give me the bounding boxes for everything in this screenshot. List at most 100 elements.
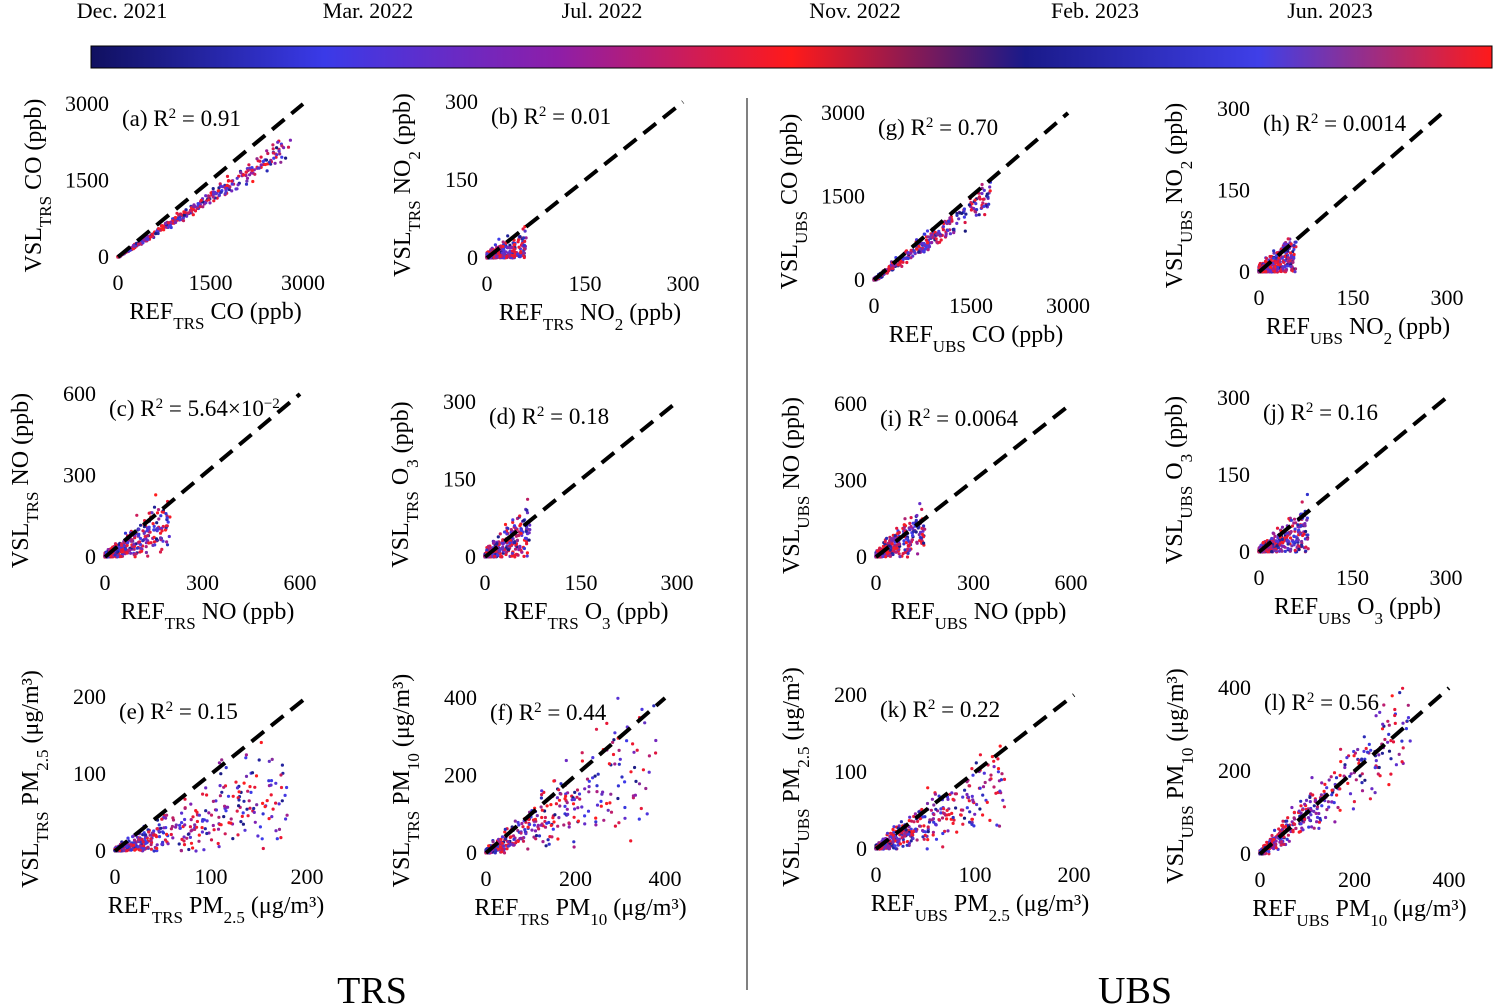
scatter-point [515,553,519,557]
scatter-point [926,838,930,842]
scatter-point [633,765,637,770]
x-tick-label: 0 [1254,565,1265,590]
scatter-point [524,832,528,836]
scatter-point [504,250,508,254]
x-tick-label: 150 [565,570,598,595]
scatter-point [960,211,964,215]
scatter-point [996,767,1001,771]
scatter-point [946,829,950,833]
scatter-point [141,840,145,844]
scatter-point [125,543,129,548]
scatter-point [497,237,501,241]
scatter-point [523,229,527,233]
x-tick-label: 600 [284,570,317,595]
scatter-point [974,210,978,214]
scatter-point [253,172,257,176]
scatter-point [609,810,614,814]
y-tick-label: 600 [834,391,867,416]
scatter-point [225,183,229,187]
scatter-point [152,540,156,544]
scatter-point [237,790,241,794]
scatter-point [201,205,205,209]
scatter-point [141,529,145,533]
scatter-point [512,837,516,842]
scatter-point [955,221,959,225]
scatter-point [528,822,532,827]
scatter-point [508,254,512,258]
scatter-point [144,550,148,555]
scatter-point [498,254,502,258]
y-tick-label: 0 [467,245,478,270]
scatter-point [255,803,259,807]
scatter-point [269,779,274,783]
scatter-point [498,845,502,849]
scatter-point [1283,549,1287,554]
colorbar-tick-label: Dec. 2021 [77,0,167,23]
x-tick-label: 600 [1055,570,1088,595]
scatter-point [222,815,226,819]
scatter-point [618,757,622,761]
scatter-point [165,516,169,520]
colorbar-tick-label: Jul. 2022 [562,0,643,23]
scatter-point [633,793,638,797]
scatter-point [632,750,636,754]
x-tick-label: 3000 [281,270,325,295]
scatter-point [572,840,576,844]
scatter-point [522,554,526,559]
scatter-point [188,825,192,829]
scatter-point [522,243,527,247]
scatter-point [909,516,913,520]
scatter-point [184,208,188,212]
scatter-point [211,799,215,804]
scatter-point [1268,254,1272,259]
scatter-point [228,185,232,189]
scatter-point [556,824,560,828]
scatter-point [135,546,139,550]
scatter-point [151,833,156,837]
x-tick-label: 300 [1431,285,1464,310]
scatter-point [944,234,948,238]
scatter-point [920,507,924,511]
scatter-point [519,531,523,536]
scatter-point [189,818,193,822]
scatter-point [613,824,618,828]
scatter-point [980,191,984,196]
x-tick-label: 1500 [189,270,233,295]
scatter-point [141,539,145,543]
scatter-point [506,234,510,238]
scatter-point [146,238,150,242]
x-tick-label: 0 [100,570,111,595]
scatter-point [183,817,187,822]
x-axis-label: REFTRS PM2.5 (μg/m³) [108,893,325,927]
scatter-point [246,789,250,793]
scatter-point [165,540,169,544]
scatter-point [631,742,635,746]
scatter-point [139,523,143,527]
scatter-point [230,179,234,183]
scatter-point [204,786,208,790]
scatter-point [1286,546,1290,551]
scatter-point [226,179,230,183]
scatter-point [248,166,252,170]
scatter-point [137,527,141,532]
scatter-point [155,521,159,525]
scatter-point [575,795,579,799]
scatter-point [1292,534,1296,539]
scatter-point [613,762,617,766]
scatter-point [919,536,923,540]
scatter-point [242,781,246,785]
scatter-point [206,194,211,198]
scatter-point [235,809,239,813]
scatter-point [509,835,513,839]
scatter-point [545,821,549,825]
scatter-point [1305,492,1309,497]
scatter-point [160,547,164,552]
scatter-point [975,802,979,807]
scatter-point [251,179,255,184]
scatter-point [269,783,273,787]
scatter-point [204,201,208,205]
scatter-point [948,232,953,236]
scatter-point [935,240,939,244]
